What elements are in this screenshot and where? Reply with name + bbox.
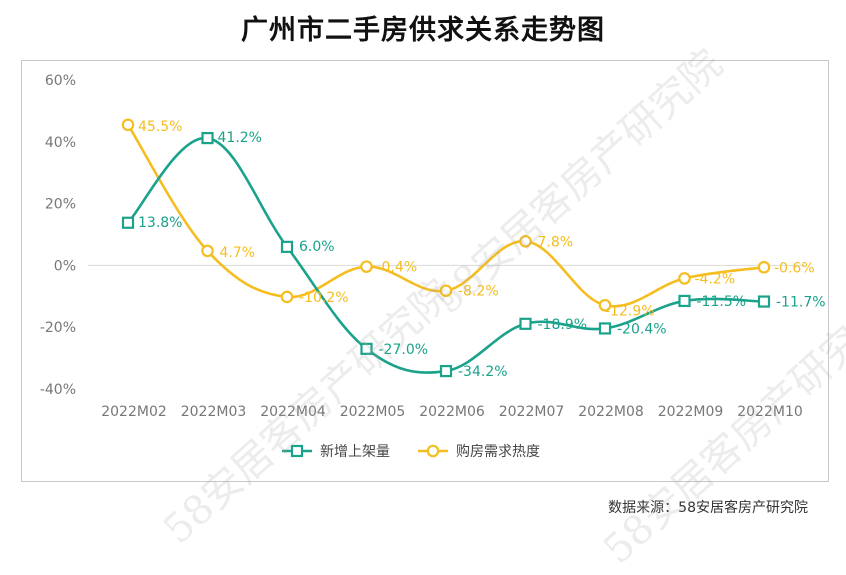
data-point (121, 118, 135, 132)
data-label: -34.2% (458, 364, 508, 380)
x-tick-label: 2022M05 (340, 404, 406, 420)
data-point (280, 240, 294, 253)
data-point (439, 364, 453, 378)
x-axis: 2022M02 2022M03 2022M04 2022M05 2022M06 2022M… (101, 404, 803, 420)
data-label: -18.9% (538, 317, 588, 333)
x-tick-label: 2022M07 (499, 404, 565, 420)
data-point (519, 234, 532, 248)
data-label: 13.8% (138, 215, 182, 231)
y-tick-label: 40% (45, 135, 76, 151)
chart-title: 广州市二手房供求关系走势图 (241, 15, 605, 46)
legend-marker (290, 444, 304, 458)
data-label: -27.0% (379, 342, 429, 358)
data-point (360, 342, 373, 355)
x-tick-label: 2022M03 (181, 404, 247, 420)
data-source-note: 数据来源：58安居客房产研究院 (608, 500, 808, 516)
data-label: -12.9% (605, 303, 655, 319)
data-point (678, 272, 691, 285)
data-label: -11.5% (697, 294, 747, 310)
x-tick-label: 2022M04 (260, 404, 326, 420)
data-label: -11.7% (776, 295, 826, 311)
legend-marker (426, 444, 440, 458)
data-label: -20.4% (617, 321, 667, 337)
data-point (519, 317, 532, 330)
x-tick-label: 2022M02 (101, 404, 167, 420)
y-tick-label: -20% (40, 320, 76, 336)
data-label: -4.2% (695, 271, 736, 287)
data-point (201, 244, 214, 258)
data-point (757, 295, 771, 308)
data-point (360, 260, 373, 273)
data-label: 41.2% (218, 130, 262, 146)
x-tick-label: 2022M09 (658, 404, 724, 420)
data-label: -10.2% (299, 290, 349, 306)
data-point (121, 216, 135, 229)
data-label: -0.4% (377, 260, 418, 276)
chart-frame (21, 60, 829, 482)
series-markers (121, 118, 771, 378)
data-point (598, 298, 612, 312)
data-label: -0.6% (774, 260, 815, 276)
data-point (678, 294, 691, 308)
data-point (439, 284, 453, 298)
y-axis: 60% 40% 20% 0% -20% -40% (40, 73, 76, 398)
data-point (598, 322, 612, 335)
data-point (280, 290, 294, 304)
y-tick-label: 60% (45, 73, 76, 89)
x-tick-label: 2022M06 (419, 404, 485, 420)
data-label: -8.2% (458, 284, 499, 300)
data-label: 6.0% (299, 239, 335, 255)
legend-label: 新增上架量 (320, 444, 390, 460)
legend-label: 购房需求热度 (456, 444, 540, 460)
data-label: 7.8% (538, 234, 574, 250)
data-label: 45.5% (138, 119, 182, 135)
y-tick-label: 0% (54, 258, 76, 274)
data-point (757, 260, 771, 274)
y-tick-label: 20% (45, 197, 76, 213)
data-label: 4.7% (220, 245, 256, 261)
legend: 新增上架量 购房需求热度 (282, 444, 540, 460)
series-line (126, 124, 765, 308)
data-labels: 45.5% 4.7% -10.2% -0.4% -8.2% 7.8% -12.9% -4.2%… (138, 119, 826, 380)
y-tick-label: -40% (40, 382, 76, 398)
line-chart: 60%40%20%0%-20%-40% 2022M02 2022M03 2022M0… (40, 73, 826, 460)
series-line (127, 136, 765, 374)
x-tick-label: 2022M08 (578, 404, 644, 420)
x-tick-label: 2022M10 (737, 404, 803, 420)
data-point (201, 131, 214, 145)
